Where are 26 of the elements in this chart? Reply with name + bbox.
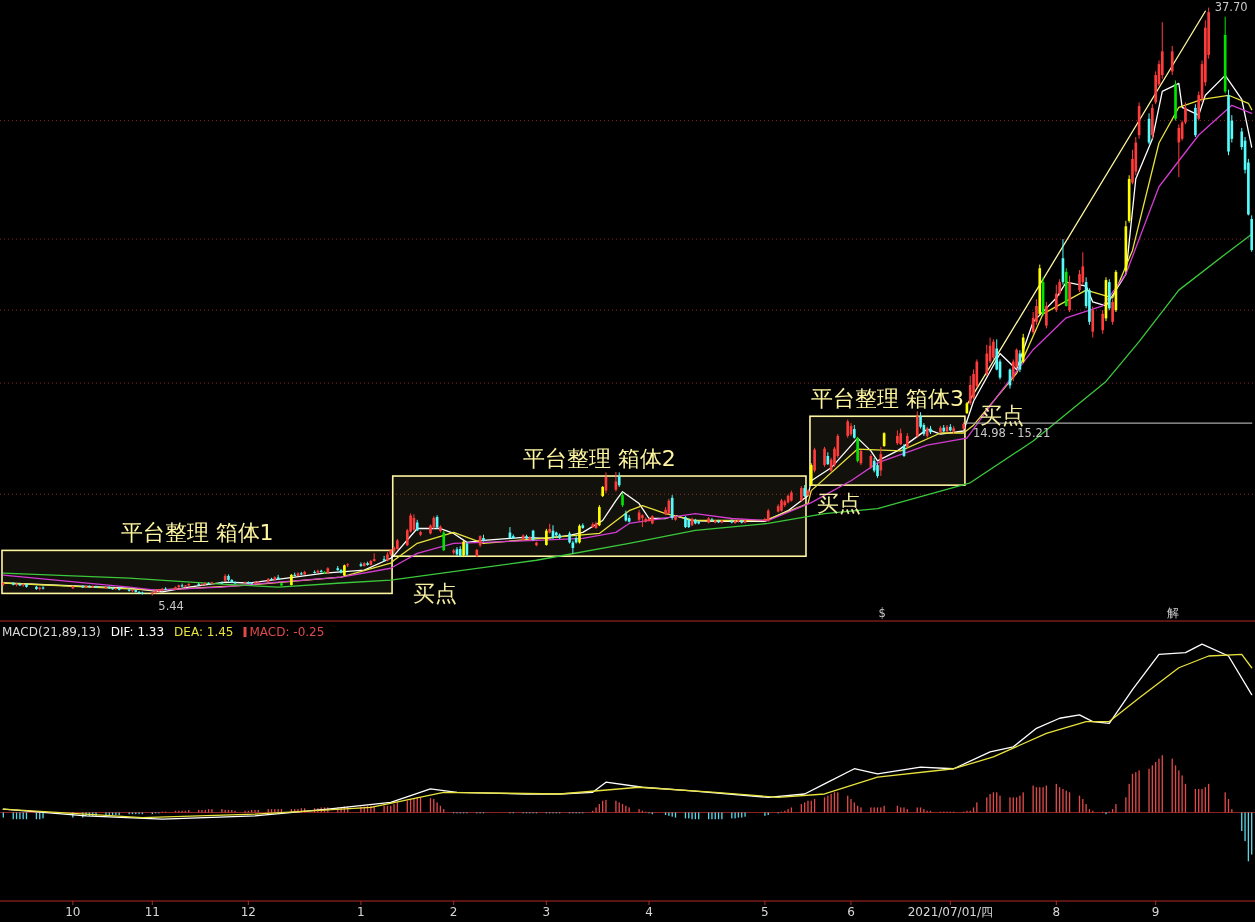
annotation: 买点 <box>979 402 1024 428</box>
x-tick-label: 6 <box>847 905 855 919</box>
x-tick-label: 4 <box>645 905 653 919</box>
band-label: 平台整理 箱体1 <box>120 520 274 546</box>
annotation: 5.44 <box>158 598 184 613</box>
x-tick-label: 1 <box>357 905 365 919</box>
annotation: 37.70 <box>1214 0 1248 15</box>
x-tick-label: 2021/07/01/四 <box>907 905 993 919</box>
annotation: 买点 <box>413 581 458 607</box>
x-tick-label: 3 <box>542 905 551 919</box>
text: DEA: 1.45 <box>174 625 234 639</box>
x-tick-label: 5 <box>761 905 769 919</box>
band-label: 平台整理 箱体3 <box>810 386 964 412</box>
x-tick-label: 9 <box>1151 905 1160 919</box>
text: DIF: 1.33 <box>110 625 165 639</box>
text: $ <box>878 606 886 620</box>
text: 解 <box>1167 606 1180 620</box>
annotation: 买点 <box>817 490 862 516</box>
x-tick-label: 2 <box>449 905 458 919</box>
band-label: 平台整理 箱体2 <box>522 446 676 472</box>
x-tick-label: 8 <box>1052 905 1061 919</box>
x-tick-label: 11 <box>144 905 160 919</box>
chart-title: MACD(21,89,13) <box>2 625 101 639</box>
x-tick-label: 12 <box>240 905 256 919</box>
legend-label: MACD: -0.25 <box>249 625 325 639</box>
x-tick-label: 10 <box>65 905 81 919</box>
